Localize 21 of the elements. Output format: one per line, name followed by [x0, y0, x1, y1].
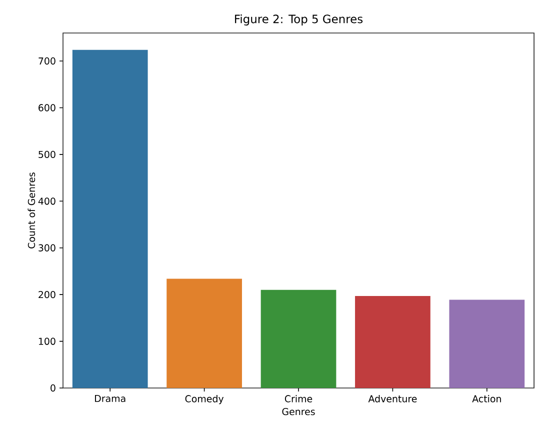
y-axis-title: Count of Genres: [28, 172, 36, 248]
y-tick-label: 300: [38, 244, 56, 252]
y-tick-label: 0: [50, 384, 56, 392]
bar: [260, 290, 336, 388]
y-tick-label: 400: [38, 198, 56, 205]
y-tick-label: 100: [38, 338, 56, 345]
x-tick-label: Action: [472, 395, 501, 402]
bar: [72, 50, 148, 388]
y-tick-label: 200: [38, 290, 56, 298]
chart-title: Figure 2: Top 5 Genres: [235, 14, 363, 26]
x-tick-label: Comedy: [185, 395, 224, 404]
bar: [166, 278, 242, 388]
x-tick-label: Crime: [284, 395, 312, 402]
y-tick-label: 500: [38, 150, 56, 158]
x-axis-title: Genres: [282, 408, 315, 416]
y-tick-label: 600: [38, 104, 56, 112]
bar: [449, 300, 525, 388]
y-tick-label: 700: [38, 57, 56, 65]
x-tick-label: Drama: [95, 395, 126, 402]
x-tick-label: Adventure: [368, 395, 417, 402]
bar: [355, 296, 430, 388]
